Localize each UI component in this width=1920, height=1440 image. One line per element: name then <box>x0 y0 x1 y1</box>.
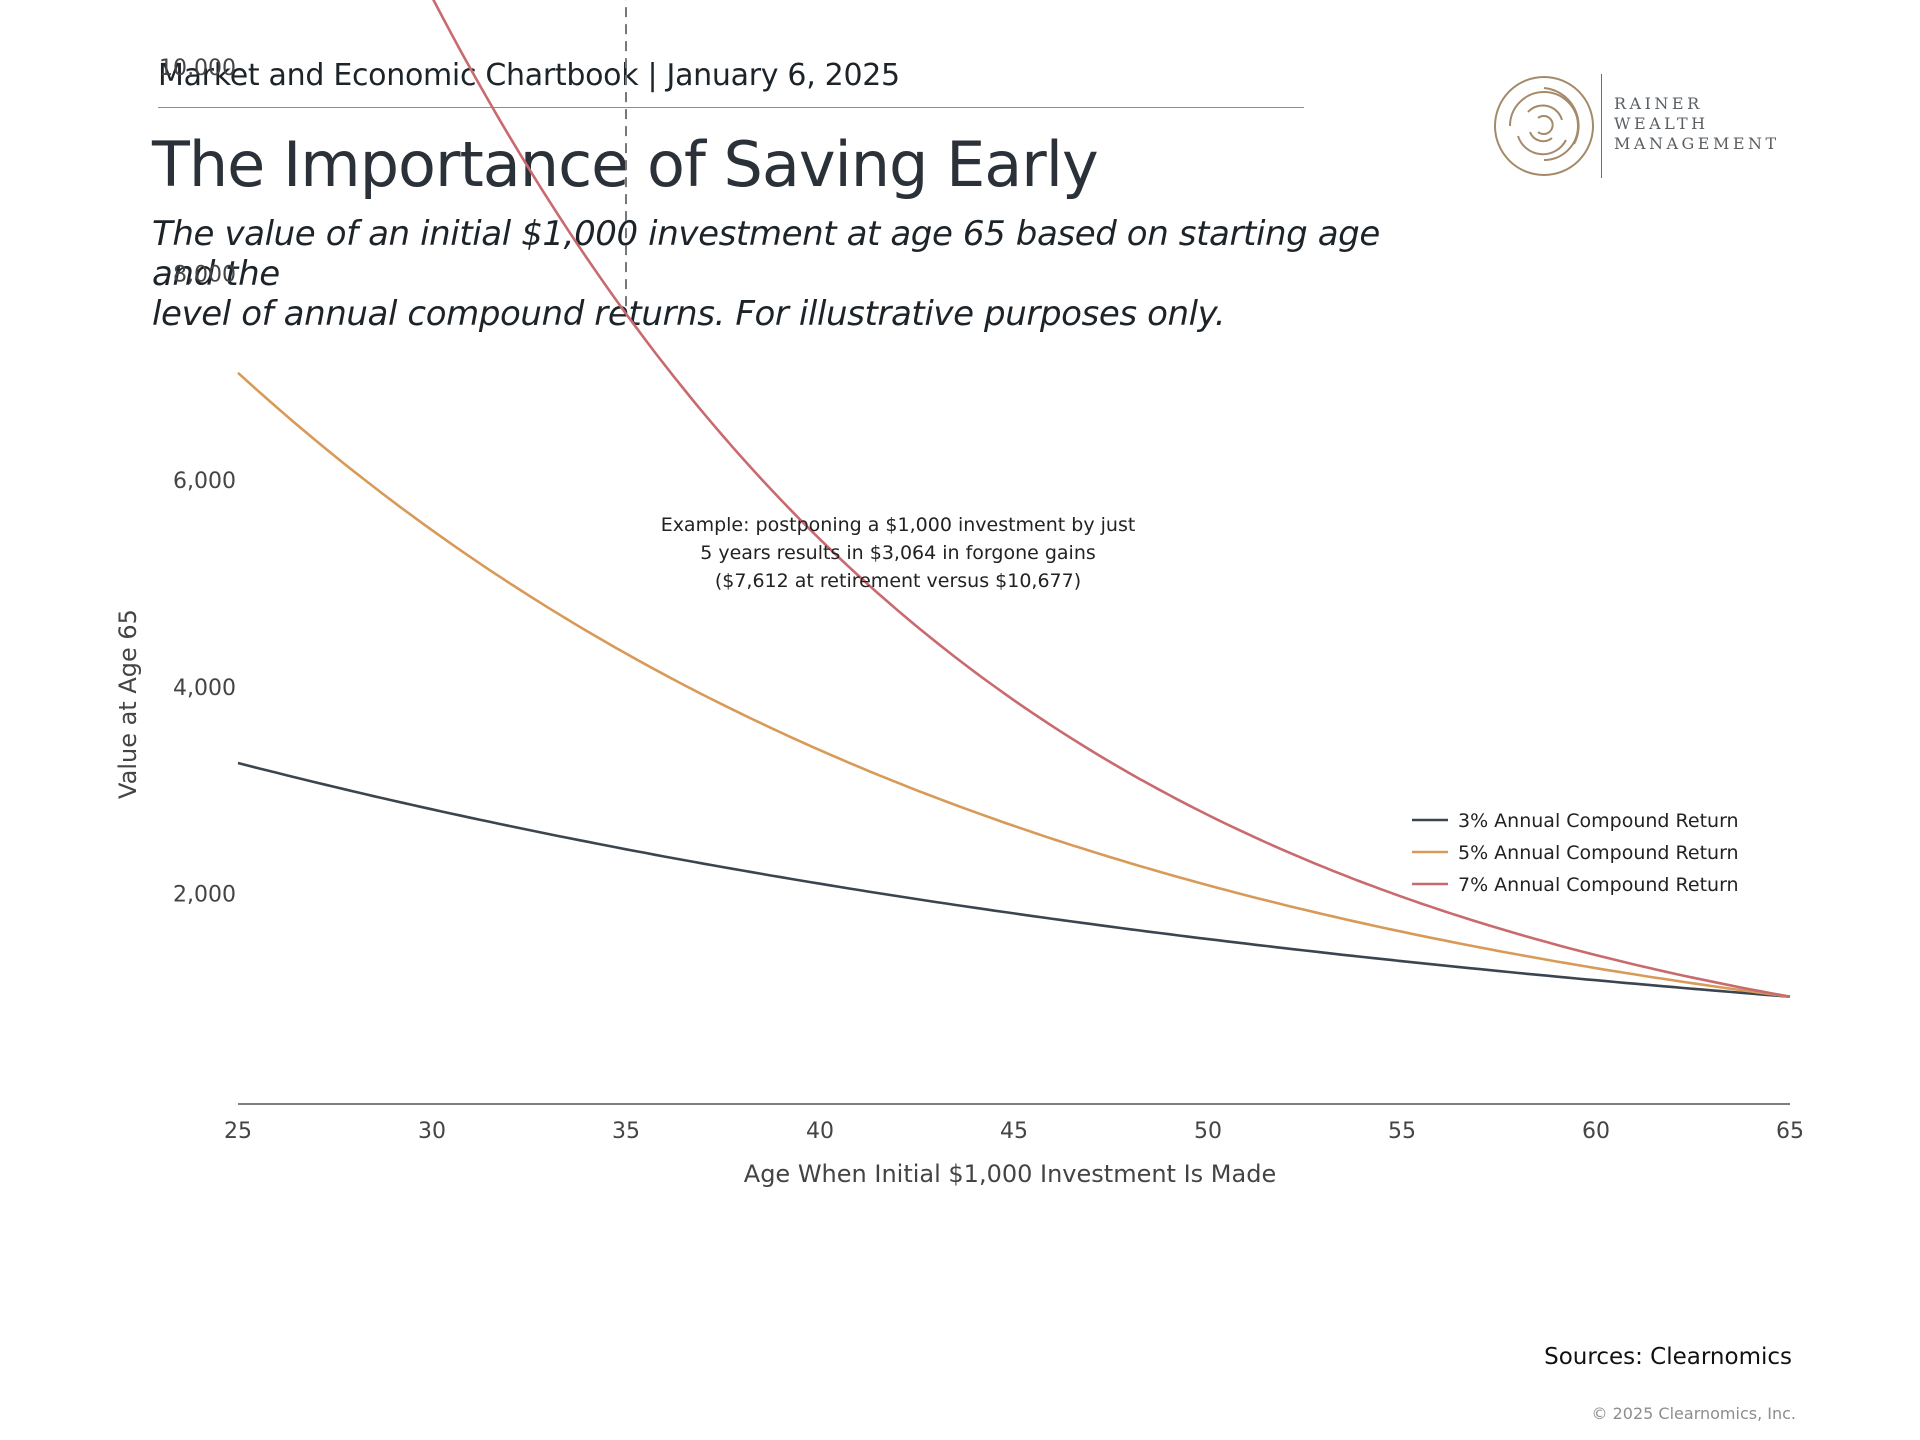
annotation-text-line: Example: postponing a $1,000 investment … <box>661 514 1136 536</box>
series-line-3 <box>432 0 1791 998</box>
annotation-dashed-line <box>625 0 627 314</box>
chartbook-header: Market and Economic Chartbook | January … <box>158 58 900 93</box>
logo-line-management: MANAGEMENT <box>1614 134 1780 153</box>
logo-line-rainer: RAINER <box>1614 94 1703 113</box>
rainer-logo-mark-icon <box>1494 76 1594 176</box>
page-subtitle: The value of an initial $1,000 investmen… <box>152 214 1452 334</box>
series-line-2 <box>237 371 1791 998</box>
y-tick-label: 2,000 <box>173 882 236 907</box>
legend-label-1: 3% Annual Compound Return <box>1458 810 1739 832</box>
subtitle-line-1: The value of an initial $1,000 investmen… <box>152 214 1380 294</box>
x-axis-label: Age When Initial $1,000 Investment Is Ma… <box>744 1160 1276 1188</box>
logo-divider <box>1601 74 1602 178</box>
x-tick-label: 30 <box>418 1119 446 1144</box>
subtitle-line-2: level of annual compound returns. For il… <box>152 294 1226 334</box>
x-tick-label: 45 <box>1000 1119 1028 1144</box>
y-tick-label: 6,000 <box>173 469 236 494</box>
x-tick-label: 60 <box>1582 1119 1610 1144</box>
legend-label-3: 7% Annual Compound Return <box>1458 874 1739 896</box>
x-tick-label: 40 <box>806 1119 834 1144</box>
x-tick-label: 35 <box>612 1119 640 1144</box>
y-tick-label: 10,000 <box>159 56 236 81</box>
legend-label-2: 5% Annual Compound Return <box>1458 842 1739 864</box>
x-tick-label: 65 <box>1776 1119 1804 1144</box>
header-divider <box>158 107 1304 108</box>
y-axis-label: Value at Age 65 <box>114 609 142 799</box>
annotation-text-line: 5 years results in $3,064 in forgone gai… <box>700 542 1096 564</box>
logo-wordmark: RAINER WEALTH MANAGEMENT <box>1614 94 1780 154</box>
annotation-text-line: ($7,612 at retirement versus $10,677) <box>715 570 1081 592</box>
logo-line-wealth: WEALTH <box>1614 114 1709 133</box>
sources-note: Sources: Clearnomics <box>1544 1344 1792 1370</box>
y-tick-label: 4,000 <box>173 676 236 701</box>
y-tick-label: 8,000 <box>173 263 236 288</box>
x-tick-label: 50 <box>1194 1119 1222 1144</box>
series-line-1 <box>237 761 1791 998</box>
x-tick-label: 25 <box>224 1119 252 1144</box>
copyright-note: © 2025 Clearnomics, Inc. <box>1591 1404 1796 1423</box>
x-tick-label: 55 <box>1388 1119 1416 1144</box>
